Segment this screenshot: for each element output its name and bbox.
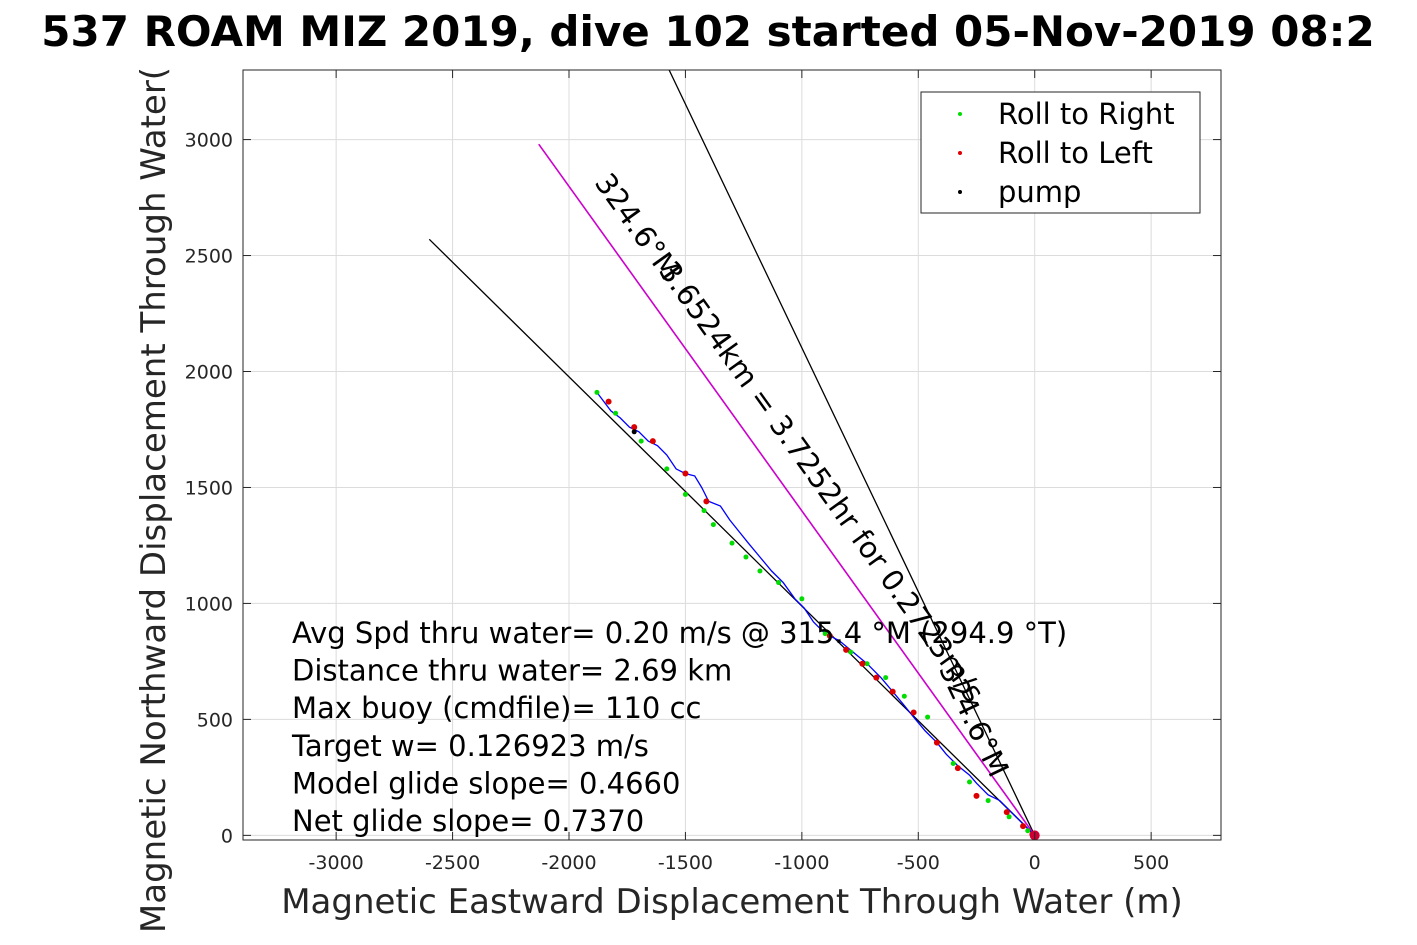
x-tick-label: 0 bbox=[1029, 852, 1041, 874]
legend-label-roll-left: Roll to Left bbox=[998, 136, 1153, 170]
marker-roll-left bbox=[933, 739, 940, 746]
marker-roll-left bbox=[973, 792, 980, 799]
marker-roll-right bbox=[864, 661, 870, 667]
marker-roll-right bbox=[822, 631, 828, 637]
marker-roll-right bbox=[848, 649, 854, 655]
marker-roll-right bbox=[757, 568, 763, 574]
marker-roll-right bbox=[664, 466, 670, 472]
marker-roll-right bbox=[638, 438, 644, 444]
marker-roll-left bbox=[910, 709, 917, 716]
marker-roll-left bbox=[1003, 809, 1010, 816]
marker-roll-right bbox=[710, 522, 716, 528]
annotation-distance: Distance thru water= 2.69 km bbox=[292, 654, 732, 688]
marker-roll-right bbox=[1025, 828, 1031, 834]
marker-roll-right bbox=[925, 714, 931, 720]
marker-roll-left bbox=[954, 765, 961, 772]
track-line bbox=[596, 392, 1036, 836]
reference-line-course-line bbox=[428, 238, 1036, 836]
axes-box bbox=[242, 69, 1222, 841]
legend: Roll to Right Roll to Left pump bbox=[920, 91, 1201, 214]
marker-roll-left bbox=[605, 398, 612, 405]
marker-roll-right bbox=[985, 798, 991, 804]
tick-layer: -3000 -2500 -2000 -1500 -1000 -500 0 500 0 500 100… bbox=[185, 70, 1221, 874]
y-tick-label: 500 bbox=[197, 709, 233, 731]
legend-marker-pump bbox=[958, 190, 962, 194]
marker-roll-left bbox=[843, 646, 850, 653]
y-tick-label: 2500 bbox=[185, 246, 233, 268]
marker-roll-left bbox=[649, 438, 656, 445]
marker-pump bbox=[631, 429, 637, 435]
marker-roll-left bbox=[826, 632, 833, 639]
marker-roll-right bbox=[883, 675, 889, 681]
reference-line-magenta bbox=[538, 143, 1036, 836]
marker-roll-right bbox=[901, 693, 907, 699]
reference-lines bbox=[428, 70, 1036, 836]
marker-roll-left bbox=[873, 674, 880, 681]
marker-roll-left bbox=[703, 498, 710, 505]
chart-title: 537 ROAM MIZ 2019, dive 102 started 05-N… bbox=[41, 7, 1374, 56]
marker-roll-left bbox=[1020, 823, 1027, 830]
marker-roll-left bbox=[631, 424, 638, 431]
annotation-block: Avg Spd thru water= 0.20 m/s @ 315.4 °M … bbox=[291, 616, 1067, 838]
marker-roll-left bbox=[889, 688, 896, 695]
y-axis-label: Magnetic Northward Displacement Through … bbox=[134, 67, 174, 933]
marker-roll-left bbox=[682, 470, 689, 477]
marker-roll-right bbox=[950, 760, 956, 766]
marker-layer bbox=[594, 389, 1040, 841]
annotation-avg-speed: Avg Spd thru water= 0.20 m/s @ 315.4 °M … bbox=[292, 616, 1067, 650]
x-tick-label: -2000 bbox=[541, 852, 596, 874]
marker-roll-right bbox=[967, 779, 973, 785]
x-tick-label: -1500 bbox=[658, 852, 713, 874]
x-tick-label: 500 bbox=[1133, 852, 1169, 874]
legend-label-pump: pump bbox=[998, 175, 1081, 209]
legend-box bbox=[920, 91, 1201, 214]
marker-roll-right bbox=[776, 580, 782, 586]
marker-roll-right bbox=[1006, 814, 1012, 820]
y-tick-label: 0 bbox=[221, 825, 233, 847]
legend-marker-roll-left bbox=[958, 151, 962, 155]
y-tick-label: 1500 bbox=[185, 477, 233, 499]
legend-marker-roll-right bbox=[958, 112, 962, 116]
x-axis-label: Magnetic Eastward Displacement Through W… bbox=[281, 882, 1183, 922]
marker-roll-right bbox=[682, 491, 688, 497]
annotation-model-glide: Model glide slope= 0.4660 bbox=[292, 766, 680, 800]
marker-roll-right bbox=[701, 508, 707, 514]
x-tick-label: -3000 bbox=[309, 852, 364, 874]
y-tick-label: 3000 bbox=[185, 130, 233, 152]
marker-roll-right bbox=[594, 389, 600, 395]
marker-roll-right bbox=[799, 596, 805, 602]
x-tick-label: -2500 bbox=[425, 852, 480, 874]
marker-roll-right bbox=[743, 554, 749, 560]
x-tick-label: -500 bbox=[897, 852, 940, 874]
grid bbox=[243, 70, 1221, 840]
x-tick-label: -1000 bbox=[774, 852, 829, 874]
legend-label-roll-right: Roll to Right bbox=[998, 97, 1175, 131]
marker-roll-left bbox=[859, 660, 866, 667]
marker-roll-right bbox=[729, 540, 735, 546]
reference-line-heading-line bbox=[668, 70, 1036, 836]
annotation-max-buoy: Max buoy (cmdfile)= 110 cc bbox=[292, 691, 701, 725]
annotation-target-w: Target w= 0.126923 m/s bbox=[291, 729, 649, 763]
series-layer bbox=[596, 392, 1036, 836]
marker-roll-right bbox=[613, 410, 619, 416]
annotation-net-glide: Net glide slope= 0.7370 bbox=[292, 804, 644, 838]
y-tick-label: 1000 bbox=[185, 593, 233, 615]
y-tick-label: 2000 bbox=[185, 362, 233, 384]
